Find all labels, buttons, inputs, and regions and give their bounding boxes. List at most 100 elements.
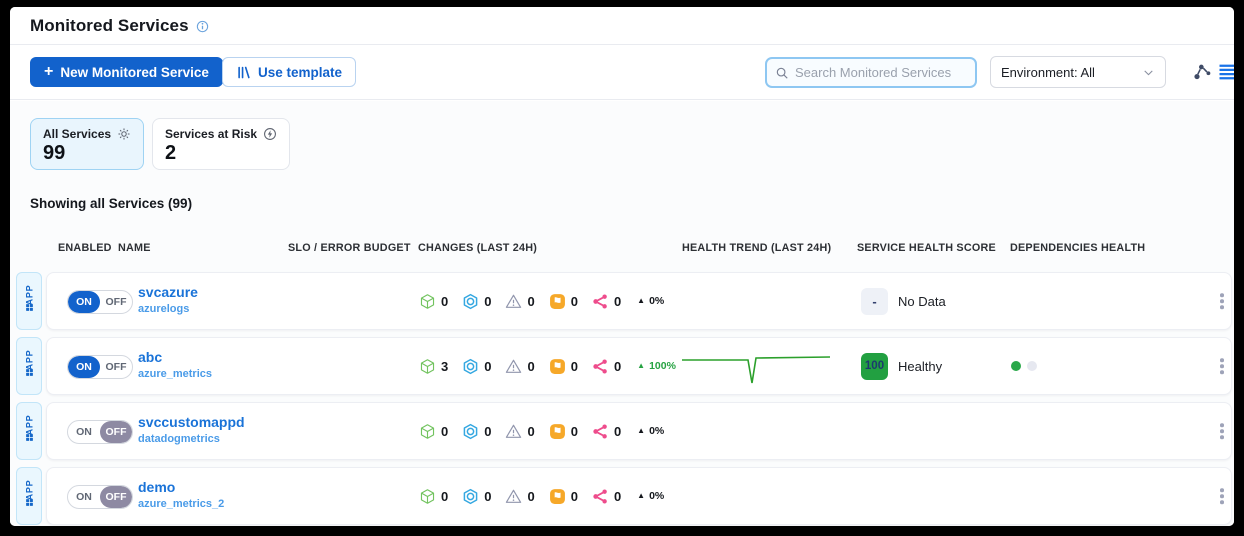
change-count: 0 — [570, 358, 578, 374]
change-group: 0 — [549, 423, 578, 440]
service-type-tag: APP — [16, 272, 42, 330]
plus-icon: + — [44, 63, 54, 80]
row-menu-button[interactable] — [1213, 420, 1231, 442]
service-type-label: APP — [23, 414, 34, 436]
change-delta: ▲ 0% — [637, 490, 665, 502]
share-icon — [592, 358, 609, 375]
page-title: Monitored Services — [30, 16, 189, 35]
service-type-label: APP — [23, 349, 34, 371]
results-summary: Showing all Services (99) — [30, 196, 193, 211]
change-count: 0 — [570, 293, 578, 309]
integration-name: azure_metrics_2 — [138, 498, 225, 510]
environment-select-value: Environment: All — [1001, 64, 1095, 80]
hexagon-icon — [462, 358, 479, 375]
filter-card-all-services[interactable]: All Services 99 — [30, 118, 145, 170]
filter-card-count: 99 — [43, 142, 66, 164]
health-score-badge: 100 — [861, 352, 888, 380]
health-trend-sparkline — [681, 477, 833, 517]
change-count: 3 — [441, 358, 449, 374]
change-count: 0 — [484, 293, 492, 309]
change-count: 0 — [441, 488, 449, 504]
change-group: 0 — [592, 358, 621, 375]
use-template-button[interactable]: Use template — [222, 57, 357, 87]
use-template-label: Use template — [258, 64, 343, 80]
health-trend-sparkline — [681, 412, 833, 452]
app-window: Monitored Services + New Monitored Servi… — [10, 7, 1234, 526]
change-group: 0 — [419, 488, 448, 505]
enabled-toggle[interactable]: ON OFF — [67, 420, 133, 444]
change-group: 0 — [592, 423, 621, 440]
enabled-toggle[interactable]: ON OFF — [67, 355, 133, 379]
topology-view-icon[interactable] — [1193, 62, 1213, 82]
main-content: All Services 99 Services at Risk 2 Showi… — [10, 101, 1234, 526]
service-name-link[interactable]: demo — [138, 479, 176, 495]
enabled-toggle[interactable]: ON OFF — [67, 485, 133, 509]
row-menu-button[interactable] — [1213, 485, 1231, 507]
change-delta: ▲ 0% — [637, 425, 665, 437]
col-changes: CHANGES (LAST 24H) — [418, 242, 538, 254]
filter-card-label: All Services — [43, 127, 112, 141]
integration-name: datadogmetrics — [138, 433, 220, 445]
delta-up-icon: ▲ — [637, 491, 646, 500]
search-box — [765, 57, 977, 88]
change-count: 0 — [441, 423, 449, 439]
change-count: 0 — [484, 423, 492, 439]
hexagon-icon — [462, 293, 479, 310]
new-service-label: New Monitored Service — [60, 64, 209, 80]
alert-triangle-icon — [505, 358, 522, 375]
service-name-link[interactable]: abc — [138, 349, 163, 365]
delta-up-icon: ▲ — [637, 426, 646, 435]
enabled-toggle[interactable]: ON OFF — [67, 290, 133, 314]
change-group: 3 — [419, 358, 448, 375]
service-row: APP ON OFF demo azure_metrics_2 0 0 0 0 0 ▲ 0% — [10, 467, 1234, 525]
cube-icon — [419, 358, 436, 375]
changes-cell: 0 0 0 0 0 ▲ 0% — [419, 273, 664, 329]
alert-triangle-icon — [505, 293, 522, 310]
dependency-health-dot-healthy — [1011, 361, 1021, 371]
change-count: 0 — [570, 488, 578, 504]
flag-icon — [549, 293, 566, 310]
changes-cell: 0 0 0 0 0 ▲ 0% — [419, 468, 664, 524]
new-monitored-service-button[interactable]: + New Monitored Service — [30, 57, 223, 87]
filter-card-services-at-risk[interactable]: Services at Risk 2 — [152, 118, 291, 170]
change-count: 0 — [527, 423, 535, 439]
col-slo-error-budget: SLO / ERROR BUDGET — [288, 242, 411, 254]
cube-icon — [419, 488, 436, 505]
info-icon[interactable] — [196, 20, 209, 33]
service-type-label: APP — [23, 284, 34, 306]
service-row: APP ON OFF abc azure_metrics 3 0 0 0 0 ▲ 100% 1… — [10, 337, 1234, 395]
health-score-cell: - No Data — [861, 273, 946, 329]
name-cell: svcazure azurelogs — [138, 283, 198, 316]
share-icon — [592, 488, 609, 505]
bolt-circle-icon — [263, 127, 277, 141]
col-health-trend: HEALTH TREND (LAST 24H) — [682, 242, 832, 254]
environment-select[interactable]: Environment: All — [990, 56, 1166, 88]
cube-icon — [419, 423, 436, 440]
row-menu-button[interactable] — [1213, 355, 1231, 377]
col-enabled: ENABLED — [58, 242, 112, 254]
alert-triangle-icon — [505, 488, 522, 505]
delta-up-icon: ▲ — [637, 296, 646, 305]
dependency-health-dot-unknown — [1027, 361, 1037, 371]
service-name-link[interactable]: svccustomappd — [138, 414, 245, 430]
service-name-link[interactable]: svcazure — [138, 284, 198, 300]
change-group: 0 — [505, 293, 535, 310]
health-trend-sparkline — [681, 282, 833, 322]
row-menu-button[interactable] — [1213, 290, 1231, 312]
service-type-label: APP — [23, 479, 34, 501]
list-view-icon[interactable] — [1217, 62, 1234, 82]
service-row-card: ON OFF svcazure azurelogs 0 0 0 0 0 ▲ 0% - No D… — [46, 272, 1232, 330]
integration-name: azurelogs — [138, 303, 190, 315]
change-count: 0 — [613, 358, 622, 374]
change-count: 0 — [484, 358, 492, 374]
table-header: ENABLED NAME SLO / ERROR BUDGET CHANGES … — [10, 242, 1234, 258]
health-score-label: No Data — [898, 293, 946, 309]
search-input[interactable] — [795, 65, 967, 80]
service-row-card: ON OFF demo azure_metrics_2 0 0 0 0 0 ▲ 0% — [46, 467, 1232, 525]
service-type-tag: APP — [16, 337, 42, 395]
change-count: 0 — [613, 293, 622, 309]
hexagon-icon — [462, 423, 479, 440]
share-icon — [592, 423, 609, 440]
service-row-card: ON OFF abc azure_metrics 3 0 0 0 0 ▲ 100% 100 H… — [46, 337, 1232, 395]
